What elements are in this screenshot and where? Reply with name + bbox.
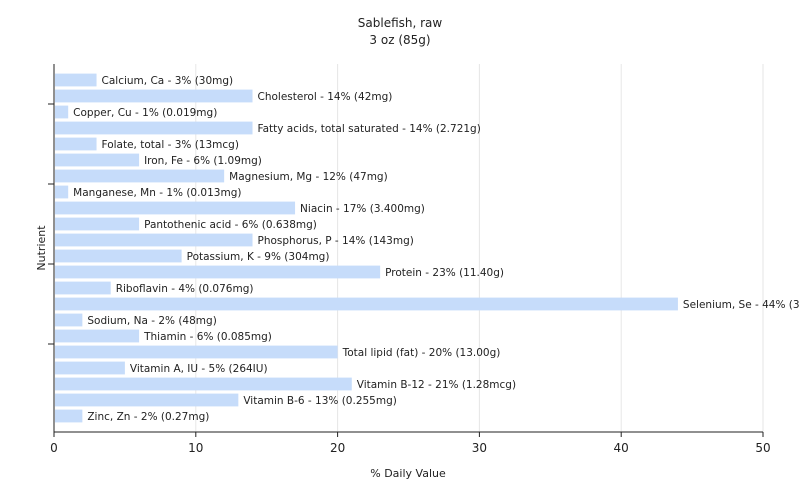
bar-label: Vitamin A, IU - 5% (264IU) xyxy=(130,363,268,375)
bar xyxy=(55,393,239,407)
bar xyxy=(55,185,69,199)
bar-label: Protein - 23% (11.40g) xyxy=(385,267,504,279)
bar xyxy=(55,153,140,167)
bar xyxy=(55,345,338,359)
bar xyxy=(55,281,111,295)
bar-label: Selenium, Se - 44% (31.0mcg) xyxy=(683,299,800,311)
bar-label: Magnesium, Mg - 12% (47mg) xyxy=(229,171,388,183)
bar-label: Calcium, Ca - 3% (30mg) xyxy=(102,75,234,87)
x-tick-label: 10 xyxy=(188,441,203,455)
bar-label: Thiamin - 6% (0.085mg) xyxy=(143,331,272,343)
y-axis-title: Nutrient xyxy=(35,225,48,271)
bar xyxy=(55,233,253,247)
bar xyxy=(55,249,182,263)
x-tick-label: 0 xyxy=(50,441,58,455)
bar-label: Fatty acids, total saturated - 14% (2.72… xyxy=(258,123,481,135)
bar xyxy=(55,377,352,391)
bar-label: Zinc, Zn - 2% (0.27mg) xyxy=(87,411,209,423)
bar xyxy=(55,201,296,215)
bar-label: Phosphorus, P - 14% (143mg) xyxy=(258,235,414,247)
bar-label: Folate, total - 3% (13mcg) xyxy=(102,139,239,151)
bars xyxy=(55,73,678,423)
bar xyxy=(55,137,97,151)
bar xyxy=(55,313,83,327)
x-tick-label: 30 xyxy=(472,441,487,455)
bar-label: Vitamin B-12 - 21% (1.28mcg) xyxy=(357,379,516,391)
chart-title: Sablefish, raw xyxy=(358,16,443,30)
bar xyxy=(55,409,83,423)
bar-label: Cholesterol - 14% (42mg) xyxy=(258,91,393,103)
x-tick-label: 20 xyxy=(330,441,345,455)
bar-label: Manganese, Mn - 1% (0.013mg) xyxy=(73,187,241,199)
bar xyxy=(55,217,140,231)
bar xyxy=(55,89,253,103)
bar-label: Sodium, Na - 2% (48mg) xyxy=(87,315,216,327)
bar xyxy=(55,169,225,183)
gridlines xyxy=(195,64,764,432)
x-tick-label: 40 xyxy=(614,441,629,455)
bar-label: Potassium, K - 9% (304mg) xyxy=(187,251,330,263)
bar-label: Total lipid (fat) - 20% (13.00g) xyxy=(342,347,501,359)
bar-label: Vitamin B-6 - 13% (0.255mg) xyxy=(243,395,397,407)
x-tick-label: 50 xyxy=(755,441,770,455)
bar xyxy=(55,73,97,87)
bar-label: Iron, Fe - 6% (1.09mg) xyxy=(144,155,262,167)
bar xyxy=(55,329,140,343)
bar xyxy=(55,361,125,375)
bar-label: Pantothenic acid - 6% (0.638mg) xyxy=(144,219,317,231)
bar-labels: Calcium, Ca - 3% (30mg) Cholesterol - 14%… xyxy=(73,75,800,423)
bar xyxy=(55,105,69,119)
bar-label: Niacin - 17% (3.400mg) xyxy=(300,203,425,215)
bar xyxy=(55,265,381,279)
chart-subtitle: 3 oz (85g) xyxy=(369,33,430,47)
bar xyxy=(55,121,253,135)
bar xyxy=(55,297,678,311)
x-axis-title: % Daily Value xyxy=(370,467,446,480)
bar-label: Riboflavin - 4% (0.076mg) xyxy=(116,283,254,295)
axes: 0 10 20 30 40 50 xyxy=(48,64,771,455)
bar-label: Copper, Cu - 1% (0.019mg) xyxy=(73,107,217,119)
